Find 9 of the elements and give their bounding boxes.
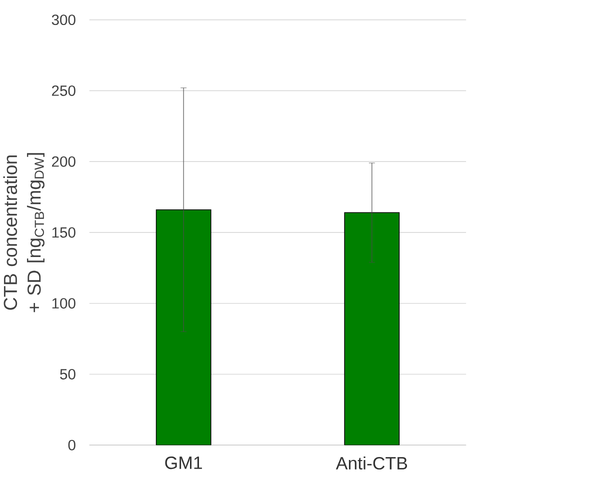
y-tick-label: 50	[60, 369, 76, 380]
y-tick-label: 250	[52, 86, 76, 96]
x-tick-label: Anti-CTB	[336, 456, 408, 470]
y-tick-label: 100	[52, 298, 76, 309]
y-tick-label: 0	[68, 440, 76, 451]
x-tick-label: GM1	[165, 456, 202, 470]
y-tick-label: 150	[52, 227, 76, 238]
y-tick-label: 200	[52, 156, 76, 168]
y-tick-label: 300	[52, 14, 76, 26]
